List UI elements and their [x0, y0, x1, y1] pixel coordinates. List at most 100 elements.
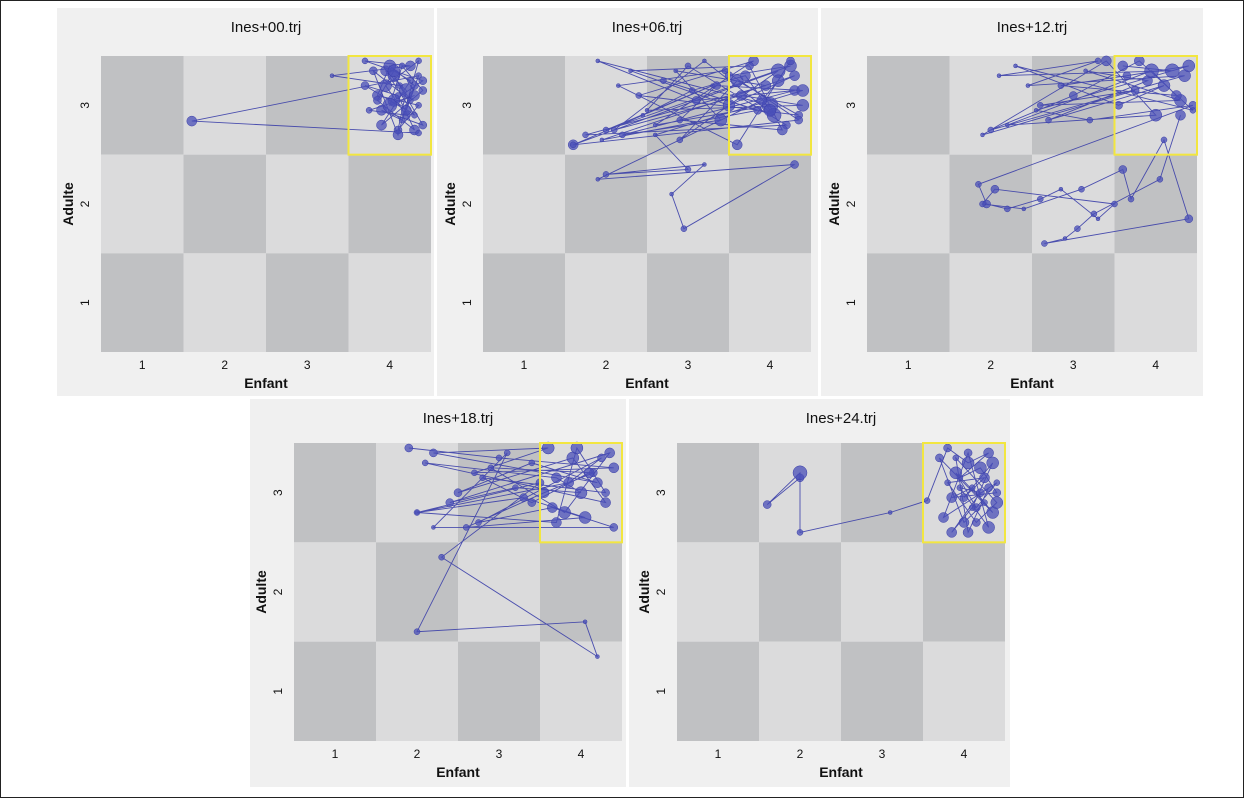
data-point [762, 500, 772, 509]
data-point [578, 511, 592, 524]
grid-cell [458, 641, 540, 741]
data-point [398, 116, 406, 124]
data-point [1118, 165, 1128, 174]
data-point [471, 469, 478, 477]
x-tick-label: 2 [797, 747, 804, 761]
grid-cell [266, 56, 349, 155]
grid-cell [483, 154, 565, 254]
data-point [968, 504, 976, 511]
data-point [1090, 210, 1098, 218]
grid-cell [348, 154, 431, 254]
data-point [691, 96, 701, 105]
data-point [974, 461, 987, 475]
data-point [413, 509, 421, 516]
data-point [563, 477, 574, 488]
data-point [984, 483, 993, 492]
y-tick-label: 3 [844, 102, 858, 109]
data-point [528, 459, 536, 467]
data-point [1157, 79, 1171, 92]
data-point [600, 497, 611, 508]
data-point [609, 523, 619, 532]
data-point [616, 83, 621, 88]
chart-svg-3: Ines+12.trj 1 2 3 4 1 2 3 Enfant Adulte [826, 19, 1198, 391]
data-point [1004, 205, 1011, 213]
data-point [652, 122, 658, 128]
y-tick-label: 2 [844, 200, 858, 207]
data-point [669, 191, 674, 197]
data-point [401, 105, 412, 116]
data-point [952, 454, 960, 462]
chart-panel-5: Ines+24.trj 1 2 3 4 1 2 3 Enfant Adulte [629, 399, 1010, 787]
grid-cell [677, 443, 759, 543]
data-point [1122, 71, 1132, 80]
x-tick-label: 1 [139, 358, 146, 372]
data-point [730, 74, 744, 87]
data-point [1101, 55, 1112, 67]
data-point [329, 73, 335, 78]
data-point [551, 472, 562, 484]
x-axis-label: Enfant [244, 375, 288, 391]
data-point [949, 466, 963, 480]
grid-cell [677, 542, 759, 642]
data-point [996, 73, 1002, 78]
y-axis-label: Adulte [442, 182, 458, 226]
data-point [1184, 214, 1194, 224]
data-point [186, 115, 198, 127]
grid-cell [729, 154, 811, 254]
data-point [796, 529, 804, 536]
x-tick-label: 4 [386, 358, 393, 372]
data-point [1094, 57, 1102, 65]
grid-cell [565, 253, 647, 352]
data-point [1069, 91, 1078, 100]
data-point [979, 200, 986, 208]
data-point [541, 441, 555, 455]
grid-cell [647, 253, 729, 352]
data-point [475, 519, 482, 526]
data-point [418, 76, 428, 85]
data-point [431, 525, 436, 530]
data-point [790, 160, 799, 169]
y-axis-label: Adulte [826, 182, 842, 226]
y-tick-label: 1 [844, 299, 858, 306]
grid-cell [759, 641, 841, 741]
y-axis-label: Adulte [253, 570, 269, 614]
grid-cell [841, 443, 923, 543]
data-point [956, 484, 964, 491]
grid-cell [101, 56, 184, 155]
grid-cell [266, 154, 349, 254]
chart-svg-1: Ines+00.trj 1 2 3 4 1 2 3 Enfant Adulte [60, 19, 432, 391]
data-point [1117, 60, 1129, 72]
data-point [1111, 200, 1118, 208]
data-point [635, 92, 643, 99]
data-point [429, 448, 438, 458]
y-tick-label: 3 [460, 102, 474, 109]
data-point [660, 77, 667, 84]
data-point [527, 498, 537, 507]
chart-title: Ines+06.trj [612, 19, 682, 36]
data-point [771, 74, 785, 87]
data-point [574, 486, 588, 499]
highlight-cell [922, 442, 1006, 544]
data-point [676, 116, 684, 124]
data-point [990, 184, 1000, 194]
grid-cell [101, 154, 184, 254]
x-axis-label: Enfant [1010, 375, 1054, 391]
data-point [935, 453, 944, 463]
data-point [410, 81, 419, 90]
data-point [1130, 86, 1140, 95]
data-point [753, 106, 762, 115]
data-point [1171, 90, 1182, 101]
x-axis-label: Enfant [819, 764, 863, 780]
data-point [1033, 108, 1039, 113]
x-tick-label: 1 [905, 358, 912, 372]
data-point [943, 443, 952, 453]
data-point [756, 95, 768, 106]
data-point [962, 527, 974, 538]
grid-cell [841, 641, 923, 741]
data-point [1160, 136, 1168, 144]
grid-cell [867, 154, 950, 254]
chart-title: Ines+18.trj [423, 410, 493, 427]
data-point [411, 111, 418, 119]
grid-cell [677, 641, 759, 741]
grid-cell [183, 56, 266, 155]
